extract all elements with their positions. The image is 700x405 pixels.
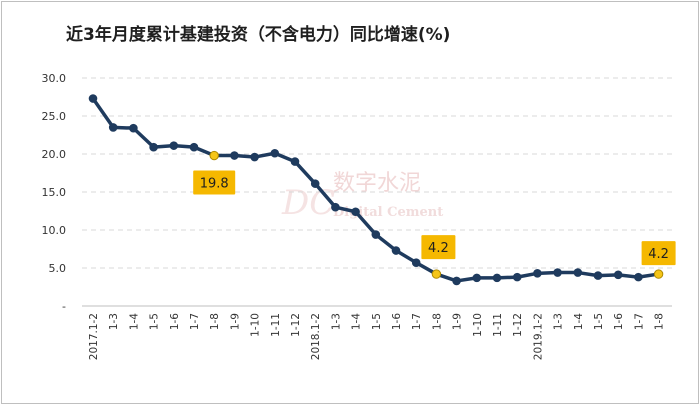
data-point xyxy=(331,202,340,212)
x-tick-label: 1-7 xyxy=(411,313,423,330)
x-tick-label: 1-7 xyxy=(633,313,645,330)
x-tick-label: 1-8 xyxy=(209,313,221,330)
y-tick-label: 15.0 xyxy=(42,186,67,199)
data-point xyxy=(108,123,118,132)
y-tick-label: 30.0 xyxy=(42,72,67,85)
callout-box xyxy=(641,241,676,266)
y-tick-label: 5.0 xyxy=(49,262,67,275)
y-tick-label: - xyxy=(62,300,66,313)
watermark-en: Digital Cement xyxy=(333,205,443,220)
data-point xyxy=(634,272,643,282)
highlight-point xyxy=(431,269,442,279)
x-tick-label: 1-9 xyxy=(452,313,464,330)
x-tick-label: 1-8 xyxy=(431,313,443,330)
data-point xyxy=(290,157,300,166)
watermark-logo: DC xyxy=(281,183,335,223)
y-tick-label: 25.0 xyxy=(42,110,67,123)
x-tick-label: 1-5 xyxy=(593,313,605,330)
watermark: DC 数字水泥 Digital Cement xyxy=(281,171,443,223)
data-point xyxy=(411,258,421,267)
highlight-point xyxy=(653,269,664,279)
data-point xyxy=(533,269,542,278)
data-point xyxy=(250,152,259,162)
x-tick-label: 2018.1-2 xyxy=(310,313,322,360)
x-tick-label: 1-5 xyxy=(371,313,383,330)
data-point xyxy=(351,207,360,217)
data-point xyxy=(391,246,401,255)
callout-label: 19.8 xyxy=(200,177,229,192)
callout-box xyxy=(421,235,456,260)
x-tick-label: 1-5 xyxy=(149,313,161,330)
x-tick-label: 1-8 xyxy=(654,313,666,330)
x-axis-ticks: 2017.1-2 1-3 1-4 1-5 1-6 1-7 1-8 1-9 1-10 1-11 1-1… xyxy=(88,313,666,361)
x-tick-label: 1-3 xyxy=(553,313,565,330)
data-point xyxy=(613,270,623,280)
callout-label: 4.2 xyxy=(428,241,449,256)
chart-title: 近3年月度累计基建投资（不含电力）同比增速(%) xyxy=(66,25,451,45)
callouts: 19.8 4.2 4.2 xyxy=(193,170,676,266)
x-tick-label: 1-11 xyxy=(492,313,504,337)
x-tick-label: 1-10 xyxy=(250,313,262,337)
data-point xyxy=(129,123,138,133)
data-point xyxy=(88,94,98,103)
data-point xyxy=(593,271,603,280)
series-points xyxy=(88,94,664,286)
x-tick-label: 1-9 xyxy=(229,313,241,330)
x-tick-label: 2017.1-2 xyxy=(88,313,100,360)
x-tick-label: 1-6 xyxy=(613,313,625,330)
y-tick-label: 10.0 xyxy=(42,224,67,237)
data-point xyxy=(149,142,158,152)
y-axis-ticks: - 5.0 10.0 15.0 20.0 25.0 30.0 xyxy=(42,72,67,313)
grid xyxy=(82,77,672,307)
x-tick-label: 1-6 xyxy=(169,313,181,330)
data-point xyxy=(169,141,179,150)
x-tick-label: 1-3 xyxy=(330,313,342,330)
y-tick-label: 20.0 xyxy=(42,148,67,161)
x-tick-label: 1-11 xyxy=(270,313,282,337)
x-tick-label: 1-12 xyxy=(512,313,524,337)
data-point xyxy=(452,276,461,286)
data-point xyxy=(189,142,199,152)
data-point xyxy=(573,268,583,277)
data-point xyxy=(512,272,522,282)
x-tick-label: 1-10 xyxy=(472,313,484,337)
x-tick-label: 1-4 xyxy=(573,313,585,330)
data-point xyxy=(553,268,562,277)
x-tick-label: 1-12 xyxy=(290,313,302,337)
data-point xyxy=(230,151,239,160)
data-point xyxy=(371,230,381,239)
data-point xyxy=(270,148,280,158)
callout-box xyxy=(193,170,236,195)
x-tick-label: 1-4 xyxy=(351,313,363,330)
data-point xyxy=(472,273,482,283)
x-tick-label: 1-3 xyxy=(108,313,120,330)
x-tick-label: 2019.1-2 xyxy=(532,313,544,360)
x-tick-label: 1-4 xyxy=(128,313,140,330)
data-point xyxy=(492,273,502,283)
callout-label: 4.2 xyxy=(648,247,669,262)
x-tick-label: 1-7 xyxy=(189,313,201,330)
x-tick-label: 1-6 xyxy=(391,313,403,330)
data-point xyxy=(310,179,320,188)
highlight-point xyxy=(209,150,219,161)
